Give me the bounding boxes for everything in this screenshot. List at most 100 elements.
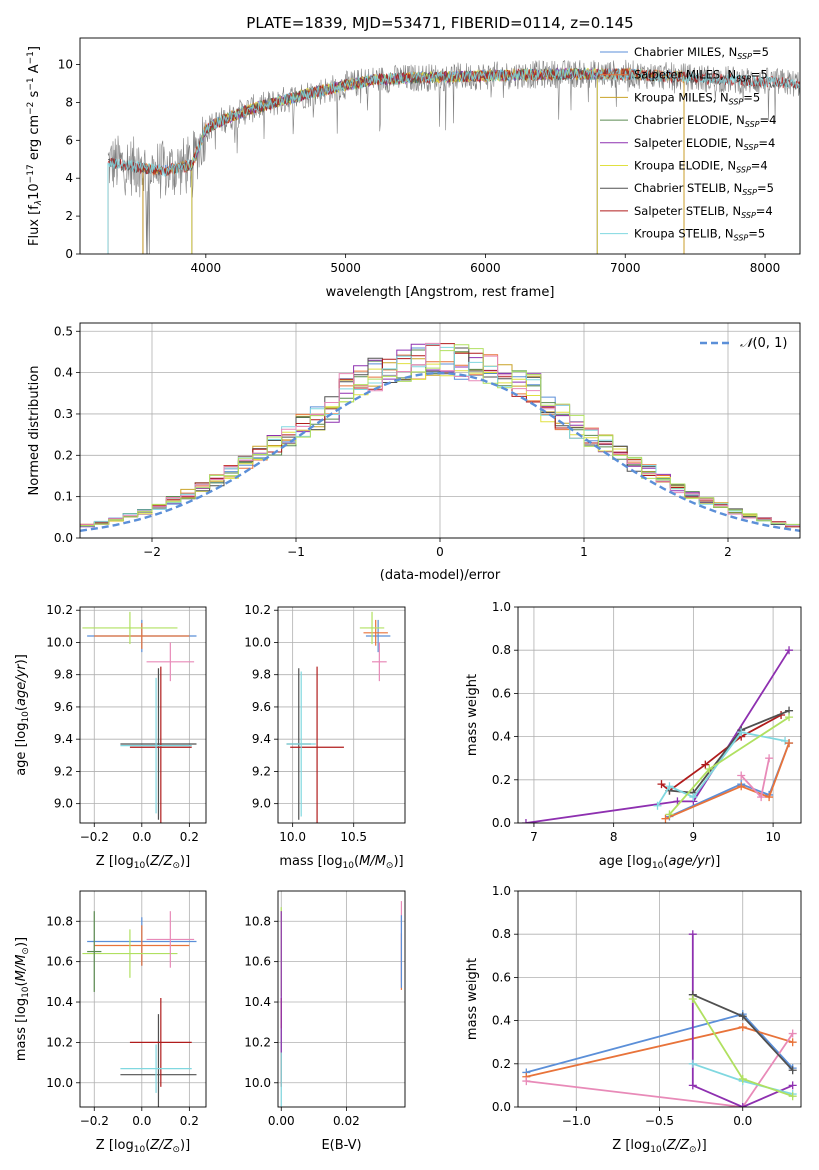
x-axis-label-part: )] bbox=[697, 1138, 707, 1153]
plot-area bbox=[80, 342, 800, 532]
x-tick-label: 5000 bbox=[330, 261, 361, 275]
y-tick-label: 2 bbox=[65, 209, 73, 223]
x-tick-label: 7 bbox=[530, 830, 538, 844]
x-axis-label: Z [log10(Z/Z⊙)] bbox=[96, 1138, 190, 1155]
x-axis-label-part: )] bbox=[393, 854, 403, 869]
y-axis-label-part: mass [ bbox=[14, 1018, 29, 1061]
x-tick-label: 0.0 bbox=[132, 830, 151, 844]
weight-point-marker bbox=[688, 1081, 697, 1090]
y-tick-label: 10.0 bbox=[244, 1076, 271, 1090]
axes-frame bbox=[517, 890, 802, 1108]
x-tick-label: 0.02 bbox=[333, 1114, 360, 1128]
x-axis-label-part: ( bbox=[145, 1138, 150, 1153]
y-tick-label: 9.0 bbox=[54, 797, 73, 811]
legend-entry: Chabrier STELIB, NSSP=5 bbox=[634, 181, 774, 197]
weight-point-marker bbox=[688, 995, 697, 1003]
axes-frame bbox=[79, 890, 207, 1108]
legend-entry-value: =5 bbox=[751, 68, 768, 82]
legend-entry-text: Chabrier MILES, N bbox=[634, 45, 737, 59]
legend-entry-subscript: SSP bbox=[741, 211, 756, 220]
y-axis-label-part: −2 bbox=[26, 102, 36, 115]
x-axis-label-part: 10 bbox=[652, 861, 664, 871]
x-tick-label: 4000 bbox=[191, 261, 222, 275]
x-axis-label-part: log bbox=[114, 1138, 134, 1153]
weight-point-marker bbox=[788, 1081, 797, 1090]
weight-series-line bbox=[526, 1033, 794, 1107]
weight-series-line bbox=[668, 716, 790, 815]
x-tick-label: 6000 bbox=[470, 261, 501, 275]
legend-entry-text: Salpeter STELIB, N bbox=[634, 204, 741, 218]
x-axis-label-part: mass [ bbox=[279, 854, 322, 869]
x-axis-label-part: 10 bbox=[343, 861, 355, 871]
y-tick-label: 10.0 bbox=[46, 635, 73, 649]
weight-point-marker bbox=[665, 782, 674, 791]
age-vs-mass-panel: 10.0 10.5 9.0 9.2 9.4 9.6 9.8 10.0 10.2 mass [log… bbox=[244, 603, 406, 871]
y-tick-label: 0.4 bbox=[492, 730, 511, 744]
legend-entry-subscript: SSP bbox=[737, 52, 752, 61]
y-axis-label-part: mass weight bbox=[465, 958, 480, 1040]
legend-entry-value: =5 bbox=[757, 181, 774, 195]
x-tick-label: −1.0 bbox=[562, 1114, 591, 1128]
y-axis-label: Normed distribution bbox=[27, 366, 42, 496]
plot-area bbox=[107, 59, 800, 254]
axes-frame bbox=[277, 890, 406, 1108]
weight-point-marker bbox=[737, 782, 746, 791]
legend-entry: Salpeter MILES, NSSP=5 bbox=[634, 68, 768, 84]
x-tick-label: −0.2 bbox=[80, 830, 109, 844]
x-tick-label: −0.5 bbox=[645, 1114, 674, 1128]
y-tick-label: 9.2 bbox=[252, 764, 271, 778]
legend-entry: Salpeter STELIB, NSSP=4 bbox=[634, 204, 773, 220]
weight-point-marker bbox=[688, 930, 697, 939]
x-axis-label-part: ( bbox=[354, 854, 359, 869]
age-vs-metallicity-panel: −0.2 0.0 0.29.09.29.49.69.810.010.2Z [log1… bbox=[14, 603, 207, 871]
x-axis-label-part: Z [ bbox=[96, 1138, 114, 1153]
y-axis-label: mass weight bbox=[465, 674, 480, 756]
mass-vs-metallicity-panel: −0.2 0.0 0.210.010.210.410.610.8Z [log10(Z… bbox=[14, 890, 207, 1155]
x-axis-label-part: ( bbox=[662, 1138, 667, 1153]
weight-point-marker bbox=[738, 1103, 747, 1107]
y-tick-label: 0.2 bbox=[492, 773, 511, 787]
y-axis-label-part: log bbox=[14, 998, 29, 1018]
y-tick-label: 8 bbox=[65, 95, 73, 109]
x-axis-label-part: wavelength [Angstrom, rest frame] bbox=[326, 285, 555, 300]
weight-point-marker bbox=[757, 793, 766, 802]
weight-series-line bbox=[525, 649, 790, 823]
y-tick-label: 10.0 bbox=[46, 1076, 73, 1090]
x-tick-label: −1 bbox=[287, 545, 305, 559]
x-axis-label-part: Z/Z bbox=[149, 854, 173, 869]
weight-point-marker bbox=[785, 646, 794, 655]
x-axis-label-part: log bbox=[632, 854, 652, 869]
legend-entry-value: =5 bbox=[748, 227, 765, 241]
weight-point-marker bbox=[788, 1092, 797, 1101]
axes-frame bbox=[517, 606, 802, 824]
x-tick-label: 9 bbox=[690, 830, 698, 844]
x-axis-label: wavelength [Angstrom, rest frame] bbox=[326, 285, 555, 300]
y-tick-label: 0.4 bbox=[54, 366, 73, 380]
y-tick-label: 0.4 bbox=[492, 1014, 511, 1028]
legend-entry: Kroupa STELIB, NSSP=5 bbox=[634, 227, 765, 243]
y-axis-label-part: mass weight bbox=[465, 674, 480, 756]
x-axis-label-part: E(B-V) bbox=[321, 1138, 361, 1153]
y-axis-label-part: age [ bbox=[14, 742, 29, 775]
y-axis-label-part: 10 bbox=[27, 183, 42, 200]
x-tick-label: 1 bbox=[580, 545, 588, 559]
legend-entry-text: Chabrier ELODIE, N bbox=[634, 113, 745, 127]
y-axis-label-part: −17 bbox=[26, 164, 36, 183]
x-tick-label: 10 bbox=[765, 830, 780, 844]
weight-point-marker bbox=[522, 1077, 531, 1086]
y-tick-label: 0.3 bbox=[54, 407, 73, 421]
x-axis-label-part: ⊙ bbox=[172, 1145, 180, 1155]
legend-entry-value: =5 bbox=[752, 45, 769, 59]
y-tick-label: 9.6 bbox=[252, 700, 271, 714]
axes-frame bbox=[277, 606, 406, 824]
histogram-step-line bbox=[80, 344, 800, 527]
y-tick-label: 10.6 bbox=[46, 955, 73, 969]
y-tick-label: 1.0 bbox=[492, 600, 511, 614]
plot-area bbox=[521, 646, 794, 823]
weight-point-marker bbox=[765, 754, 774, 763]
y-axis-label-part: ⊙ bbox=[21, 947, 31, 955]
figure-title: PLATE=1839, MJD=53471, FIBERID=0114, z=0… bbox=[246, 14, 633, 32]
y-tick-label: 0.0 bbox=[492, 816, 511, 830]
x-axis-label-part: ( bbox=[145, 854, 150, 869]
